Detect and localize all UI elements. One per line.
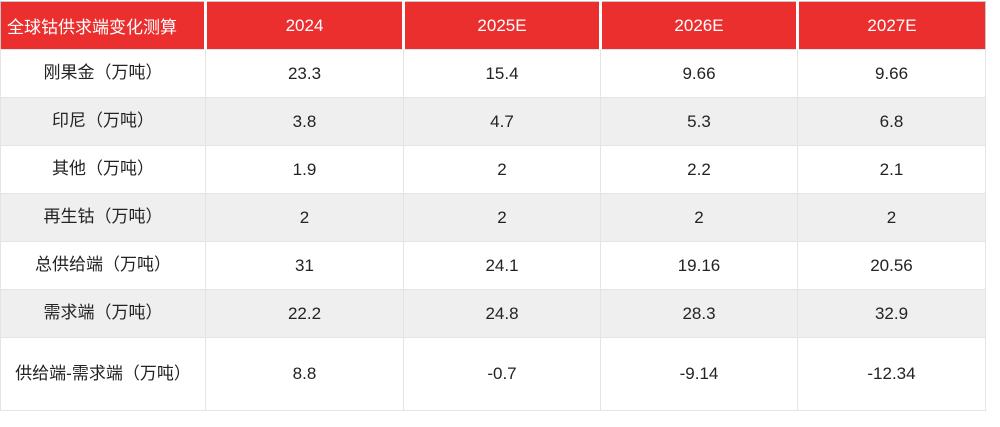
table-row-congo: 刚果金（万吨） 23.3 15.4 9.66 9.66: [0, 49, 986, 98]
value-cell: 24.8: [403, 289, 601, 338]
table-row-balance: 供给端-需求端（万吨） 8.8 -0.7 -9.14 -12.34: [0, 337, 986, 411]
table-row-demand: 需求端（万吨） 22.2 24.8 28.3 32.9: [0, 289, 986, 338]
col-header-2025e: 2025E: [402, 1, 601, 50]
value-cell: 23.3: [205, 49, 404, 98]
value-cell: 9.66: [797, 49, 986, 98]
value-cell: 8.8: [205, 337, 404, 411]
value-cell: 2: [600, 193, 798, 242]
value-cell: 5.3: [600, 97, 798, 146]
row-label: 刚果金（万吨）: [0, 49, 206, 98]
value-cell: 24.1: [403, 241, 601, 290]
value-cell: 31: [205, 241, 404, 290]
value-cell: 2: [403, 193, 601, 242]
value-cell: 15.4: [403, 49, 601, 98]
value-cell: 28.3: [600, 289, 798, 338]
value-cell: 2: [797, 193, 986, 242]
row-label: 其他（万吨）: [0, 145, 206, 194]
header-row: 全球钴供求端变化测算 2024 2025E 2026E 2027E: [0, 1, 986, 50]
cobalt-supply-demand-table: 全球钴供求端变化测算 2024 2025E 2026E 2027E 刚果金（万吨…: [0, 1, 986, 411]
value-cell: 19.16: [600, 241, 798, 290]
row-label: 再生钴（万吨）: [0, 193, 206, 242]
table-row-other: 其他（万吨） 1.9 2 2.2 2.1: [0, 145, 986, 194]
value-cell: 2.2: [600, 145, 798, 194]
col-header-2027e: 2027E: [796, 1, 986, 50]
value-cell: 4.7: [403, 97, 601, 146]
value-cell: 32.9: [797, 289, 986, 338]
table-row-indonesia: 印尼（万吨） 3.8 4.7 5.3 6.8: [0, 97, 986, 146]
value-cell: 9.66: [600, 49, 798, 98]
row-label: 印尼（万吨）: [0, 97, 206, 146]
table-title: 全球钴供求端变化测算: [0, 1, 206, 50]
value-cell: 2.1: [797, 145, 986, 194]
value-cell: 20.56: [797, 241, 986, 290]
row-label: 需求端（万吨）: [0, 289, 206, 338]
col-header-2026e: 2026E: [599, 1, 798, 50]
row-label: 供给端-需求端（万吨）: [0, 337, 206, 411]
row-label: 总供给端（万吨）: [0, 241, 206, 290]
value-cell: 3.8: [205, 97, 404, 146]
value-cell: 1.9: [205, 145, 404, 194]
value-cell: 2: [403, 145, 601, 194]
value-cell: -0.7: [403, 337, 601, 411]
value-cell: 2: [205, 193, 404, 242]
col-header-2024: 2024: [204, 1, 404, 50]
value-cell: -12.34: [797, 337, 986, 411]
value-cell: 6.8: [797, 97, 986, 146]
value-cell: -9.14: [600, 337, 798, 411]
table-row-recycled: 再生钴（万吨） 2 2 2 2: [0, 193, 986, 242]
value-cell: 22.2: [205, 289, 404, 338]
table-row-total-supply: 总供给端（万吨） 31 24.1 19.16 20.56: [0, 241, 986, 290]
